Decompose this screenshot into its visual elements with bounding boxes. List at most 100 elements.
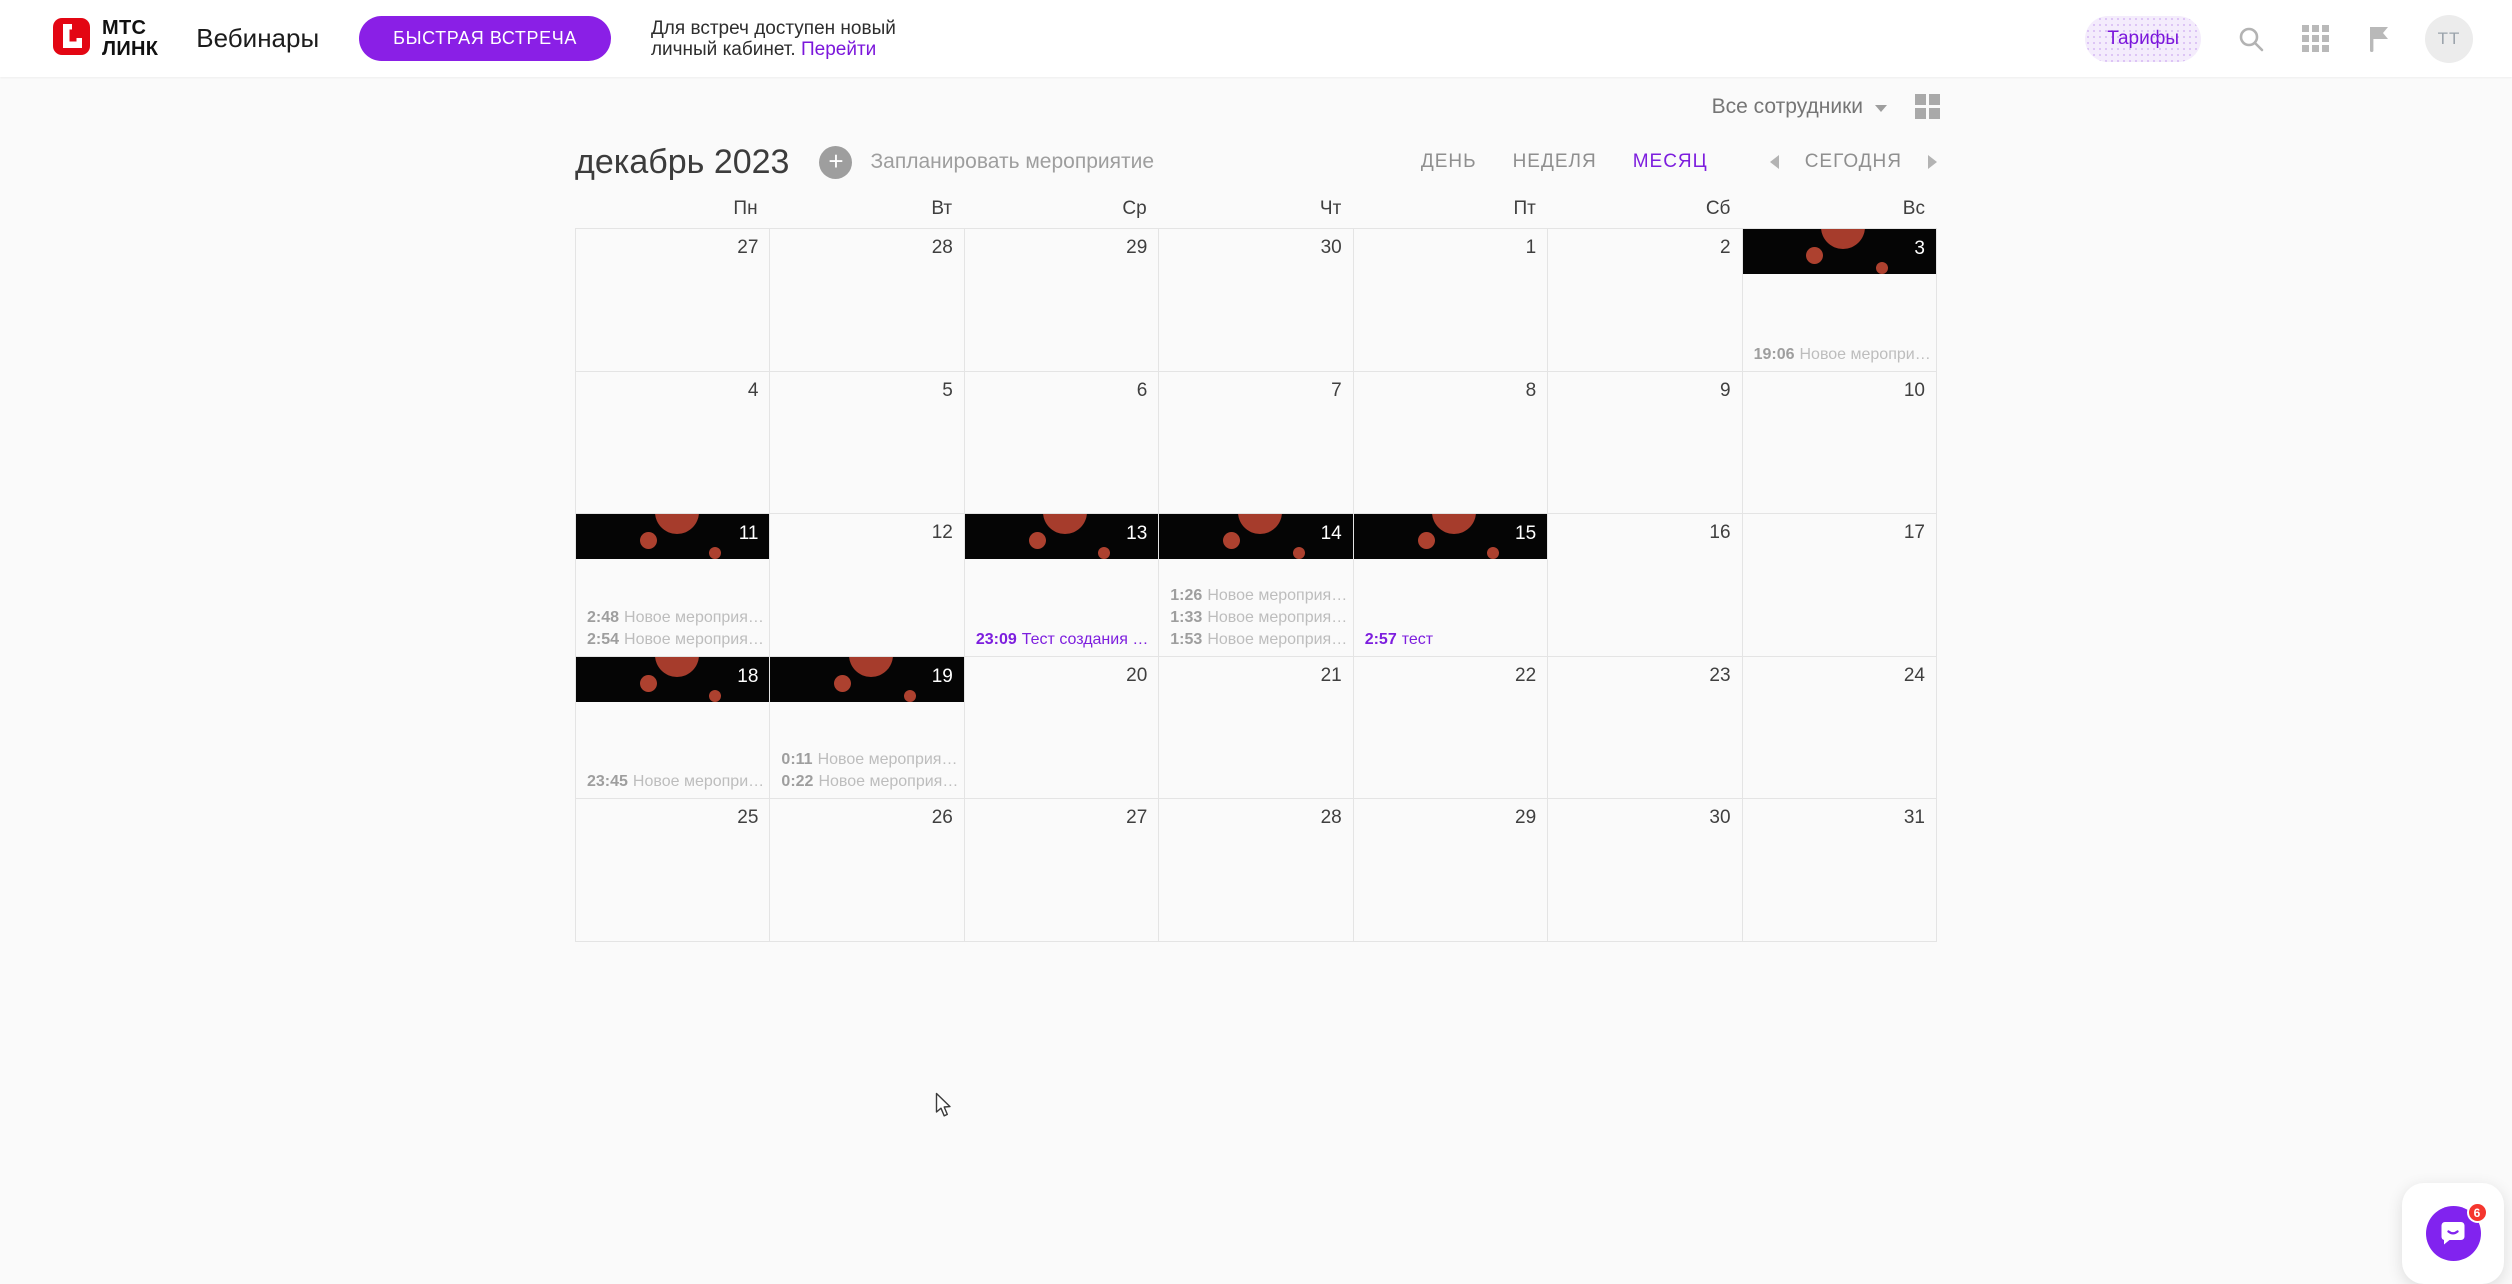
quick-meeting-button[interactable]: БЫСТРАЯ ВСТРЕЧА [359, 16, 611, 61]
employees-filter-dropdown[interactable]: Все сотрудники [1712, 95, 1887, 119]
calendar-cell[interactable]: 28 [1159, 799, 1354, 942]
event-time: 23:45 [587, 773, 628, 791]
event-title: Новое мероприя… [818, 773, 959, 791]
event-item[interactable]: 1:53 Новое мероприя… [1170, 630, 1348, 649]
calendar-cell[interactable]: 30 [1548, 799, 1743, 942]
event-item[interactable]: 2:57 тест [1365, 630, 1543, 649]
flag-icon[interactable] [2365, 25, 2393, 53]
calendar-cell[interactable]: 29 [964, 229, 1160, 372]
calendar-cell[interactable]: 29 [1353, 799, 1549, 942]
calendar-cell[interactable]: 8 [1353, 371, 1549, 515]
view-buttons: ДЕНЬ НЕДЕЛЯ МЕСЯЦ [1385, 151, 1708, 173]
view-button-0[interactable]: ДЕНЬ [1420, 151, 1477, 172]
cell-date: 21 [1320, 664, 1342, 686]
cell-date: 27 [737, 237, 759, 258]
cell-date: 7 [1331, 379, 1342, 401]
event-banner-image: 13 [964, 514, 1159, 560]
view-button-2[interactable]: МЕСЯЦ [1632, 151, 1708, 172]
chat-widget-button[interactable]: 6 [2425, 1202, 2488, 1261]
event-banner-image: 19 [770, 656, 964, 702]
banner-circle-decoration [1821, 229, 1866, 249]
calendar-cell[interactable]: 11 2:48 Новое мероприя… 2:54 Новое мероприя… [576, 514, 771, 657]
calendar-cell[interactable]: 21 [1159, 656, 1354, 800]
event-item[interactable]: 23:09 Тест создания … [976, 630, 1154, 649]
calendar-cell[interactable]: 5 [770, 371, 965, 515]
banner-circle-decoration [1417, 532, 1435, 550]
calendar-cell[interactable]: 7 [1159, 371, 1354, 515]
event-item[interactable]: 23:45 Новое меропри… [587, 772, 765, 791]
calendar-cell[interactable]: 12 [770, 514, 965, 657]
tariffs-button[interactable]: Тарифы [2085, 15, 2201, 62]
cell-date: 28 [1320, 807, 1342, 829]
weekday-header: Пт [1513, 198, 1536, 219]
event-item[interactable]: 2:54 Новое мероприя… [587, 630, 765, 649]
calendar-layout-icon[interactable] [1915, 94, 1940, 119]
mts-link-logo[interactable]: МТС ЛИНК [52, 15, 158, 62]
calendar-cell[interactable]: 9 [1548, 371, 1743, 515]
calendar-cell[interactable]: 15 2:57 тест [1353, 514, 1549, 657]
calendar-cell[interactable]: 10 [1742, 371, 1937, 515]
cell-date: 12 [931, 522, 953, 544]
banner-circle-decoration [1432, 514, 1477, 535]
calendar-cell[interactable]: 20 [964, 656, 1160, 800]
calendar-cell[interactable]: 25 [576, 799, 771, 942]
month-title: декабрь 2023 [575, 142, 790, 181]
cell-date: 4 [747, 379, 759, 401]
notice-line1: Для встреч доступен новый [650, 17, 896, 39]
calendar-cell[interactable]: 13 23:09 Тест создания … [964, 514, 1160, 657]
event-item[interactable]: 0:22 Новое мероприя… [781, 772, 959, 791]
calendar-cell[interactable]: 28 [770, 229, 965, 372]
avatar[interactable]: TT [2425, 14, 2473, 63]
mts-logo-icon [52, 15, 92, 62]
cell-date: 22 [1515, 664, 1537, 686]
calendar-cell[interactable]: 6 [964, 371, 1160, 515]
calendar-cell[interactable]: 16 [1548, 514, 1743, 657]
calendar-cell[interactable]: 24 [1742, 656, 1937, 800]
calendar-cell[interactable]: 1 [1353, 229, 1549, 372]
cell-date: 5 [942, 379, 953, 401]
calendar-cell[interactable]: 18 23:45 Новое меропри… [576, 656, 771, 800]
prev-month-icon[interactable] [1769, 155, 1779, 169]
event-item[interactable]: 2:48 Новое мероприя… [587, 608, 765, 627]
event-banner-image: 18 [576, 656, 770, 702]
schedule-event-label[interactable]: Запланировать мероприятие [870, 150, 1155, 173]
today-button[interactable]: СЕГОДНЯ [1804, 151, 1902, 172]
calendar-cell[interactable]: 3 19:06 Новое меропри… [1742, 229, 1937, 372]
event-item[interactable]: 1:33 Новое мероприя… [1170, 608, 1348, 627]
calendar-cell[interactable]: 22 [1353, 656, 1549, 800]
add-event-button[interactable]: + [819, 145, 853, 179]
event-title: тест [1401, 630, 1434, 648]
banner-circle-decoration [1098, 547, 1111, 560]
notice-go-link[interactable]: Перейти [800, 38, 877, 60]
search-icon[interactable] [2237, 25, 2265, 53]
chat-notification-badge: 6 [2466, 1202, 2488, 1223]
event-item[interactable]: 1:26 Новое мероприя… [1170, 586, 1348, 605]
calendar-cell[interactable]: 27 [964, 799, 1160, 942]
calendar-cell[interactable]: 31 [1742, 799, 1937, 942]
event-list: 23:09 Тест создания … [965, 630, 1158, 656]
event-item[interactable]: 0:11 Новое мероприя… [781, 750, 959, 769]
calendar-cell[interactable]: 19 0:11 Новое мероприя… 0:22 Новое мероприя… [770, 656, 965, 800]
calendar-cell[interactable]: 26 [770, 799, 965, 942]
banner-circle-decoration [1292, 547, 1305, 560]
apps-grid-icon[interactable] [2301, 25, 2329, 53]
cell-date: 11 [738, 523, 759, 545]
banner-circle-decoration [1043, 514, 1088, 535]
event-list: 1:26 Новое мероприя… 1:33 Новое мероприя… 1:… [1159, 586, 1352, 656]
calendar-cell[interactable]: 30 [1159, 229, 1354, 372]
view-button-1[interactable]: НЕДЕЛЯ [1512, 151, 1597, 172]
cell-date: 18 [737, 665, 759, 687]
calendar-cell[interactable]: 17 [1742, 514, 1937, 657]
next-month-icon[interactable] [1928, 155, 1937, 169]
calendar-cell[interactable]: 4 [576, 371, 771, 515]
cell-date: 28 [931, 237, 953, 258]
header-actions: Тарифы TT [2085, 14, 2473, 63]
calendar-cell[interactable]: 27 [576, 229, 771, 372]
banner-circle-decoration [849, 656, 893, 677]
event-time: 1:26 [1170, 586, 1203, 604]
cell-date: 31 [1903, 807, 1925, 829]
calendar-cell[interactable]: 23 [1548, 656, 1743, 800]
calendar-cell[interactable]: 14 1:26 Новое мероприя… 1:33 Новое мероприя…… [1159, 514, 1354, 657]
event-item[interactable]: 19:06 Новое меропри… [1754, 345, 1932, 364]
calendar-cell[interactable]: 2 [1548, 229, 1743, 372]
